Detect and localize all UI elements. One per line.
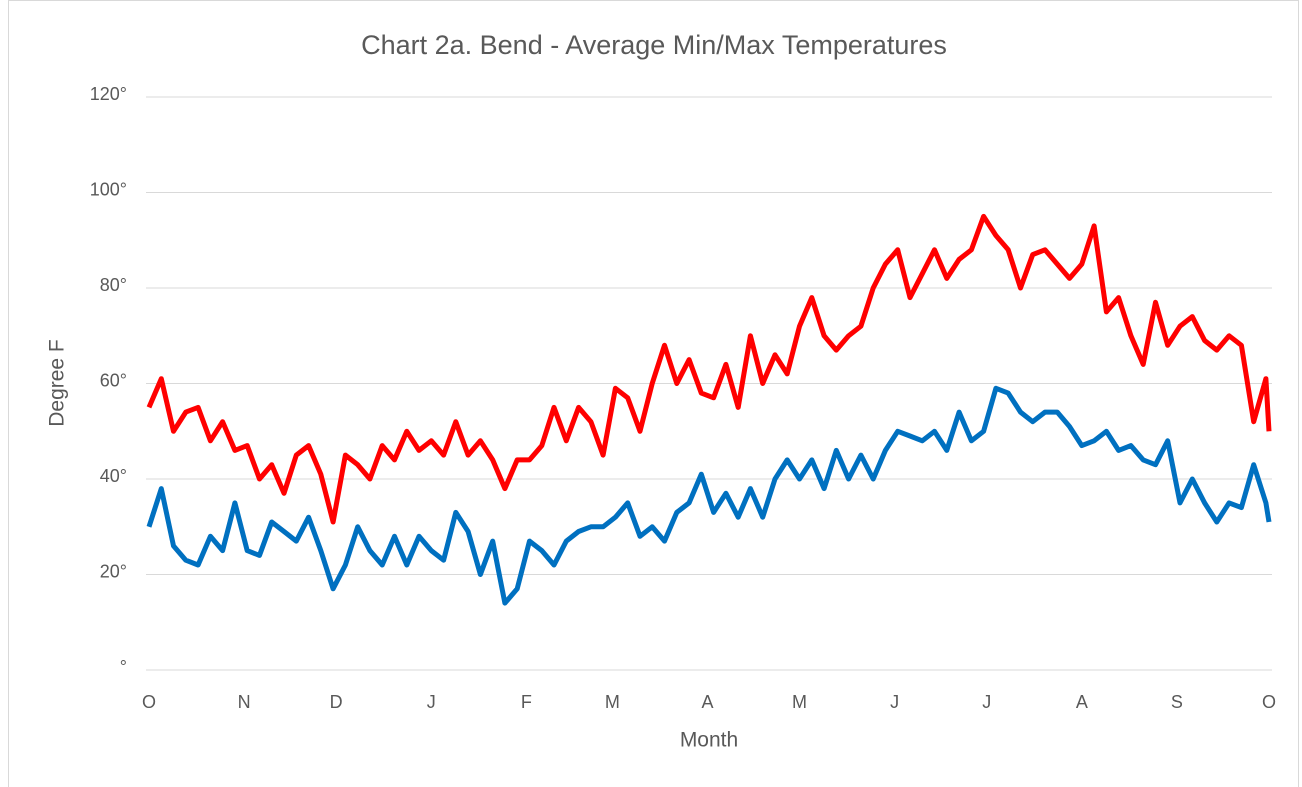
x-tick-label: J	[427, 692, 436, 712]
x-tick-label: J	[982, 692, 991, 712]
x-tick-label: S	[1171, 692, 1183, 712]
x-tick-label: O	[1262, 692, 1276, 712]
x-tick-label: O	[142, 692, 156, 712]
y-tick-label: 60°	[100, 370, 127, 390]
x-tick-label: N	[238, 692, 251, 712]
grid	[146, 96, 1272, 671]
chart-title: Chart 2a. Bend - Average Min/Max Tempera…	[361, 30, 947, 60]
x-tick-label: J	[890, 692, 899, 712]
y-tick-label: 20°	[100, 561, 127, 581]
y-tick-label: °	[120, 657, 127, 677]
series-line	[146, 385, 1272, 606]
x-tick-label: D	[330, 692, 343, 712]
series-line	[146, 213, 1272, 525]
y-tick-label: 80°	[100, 275, 127, 295]
x-tick-label: M	[792, 692, 807, 712]
y-tick-label: 120°	[90, 84, 127, 104]
y-tick-label: 40°	[100, 466, 127, 486]
chart-border	[8, 0, 1299, 787]
x-tick-label: M	[605, 692, 620, 712]
y-axis-label: Degree F	[46, 339, 69, 427]
lines	[146, 213, 1272, 606]
x-tick-label: A	[701, 692, 713, 712]
x-tick-label: F	[521, 692, 532, 712]
x-tick-label: A	[1076, 692, 1088, 712]
y-tick-label: 100°	[90, 179, 127, 199]
x-axis-label: Month	[680, 729, 738, 752]
